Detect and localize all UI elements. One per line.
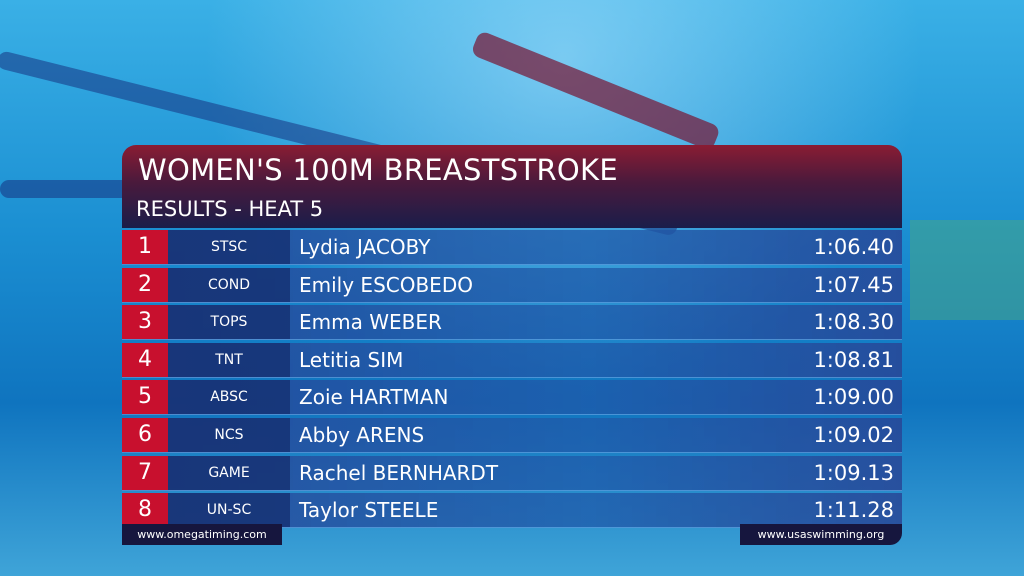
club-code: STSC (168, 230, 290, 264)
result-row: 5 ABSC Zoie HARTMAN 1:09.00 (122, 380, 902, 416)
swimmer-name: Taylor STEELE (299, 498, 439, 523)
finish-time: 1:09.00 (813, 385, 894, 410)
result-row: 7 GAME Rachel BERNHARDT 1:09.13 (122, 455, 902, 491)
swimmer-name: Zoie HARTMAN (299, 385, 449, 410)
place: 8 (122, 493, 168, 528)
finish-time: 1:09.02 (813, 422, 894, 447)
finish-time: 1:08.30 (813, 310, 894, 335)
club-code: TNT (168, 342, 290, 377)
footer-right: www.usaswimming.org (740, 524, 902, 545)
result-row: 3 TOPS Emma WEBER 1:08.30 (122, 305, 902, 341)
club-code: ABSC (168, 380, 290, 415)
club-code: NCS (168, 417, 290, 452)
club-code: GAME (168, 455, 290, 490)
club-code: COND (168, 267, 290, 302)
result-row: 2 COND Emily ESCOBEDO 1:07.45 (122, 267, 902, 303)
swimmer-name: Emma WEBER (299, 310, 442, 335)
footer-left: www.omegatiming.com (122, 524, 282, 545)
place: 7 (122, 455, 168, 490)
lane-rope (470, 30, 722, 152)
place: 6 (122, 417, 168, 452)
subtitle: RESULTS - HEAT 5 (136, 197, 324, 221)
swimmer-name: Emily ESCOBEDO (299, 272, 473, 297)
swimmer-name: Letitia SIM (299, 347, 404, 372)
place: 1 (122, 230, 168, 264)
pool-wall (910, 220, 1024, 320)
finish-time: 1:11.28 (813, 498, 894, 523)
place: 5 (122, 380, 168, 415)
finish-time: 1:08.81 (813, 347, 894, 372)
club-code: UN-SC (168, 493, 290, 528)
title: WOMEN'S 100M BREASTSTROKE (138, 153, 618, 187)
result-row: 6 NCS Abby ARENS 1:09.02 (122, 417, 902, 453)
result-row: 4 TNT Letitia SIM 1:08.81 (122, 342, 902, 378)
results-panel: WOMEN'S 100M BREASTSTROKE RESULTS - HEAT… (122, 145, 902, 531)
swimmer-name: Lydia JACOBY (299, 235, 431, 259)
finish-time: 1:09.13 (813, 460, 894, 485)
header: WOMEN'S 100M BREASTSTROKE RESULTS - HEAT… (122, 145, 902, 228)
finish-time: 1:06.40 (813, 235, 894, 259)
results-table: 1 STSC Lydia JACOBY 1:06.40 2 COND Emily ESCOB… (122, 230, 902, 529)
swimmer-name: Abby ARENS (299, 422, 425, 447)
result-row: 8 UN-SC Taylor STEELE 1:11.28 (122, 493, 902, 529)
club-code: TOPS (168, 305, 290, 340)
lane-rope (0, 180, 130, 198)
place: 4 (122, 342, 168, 377)
swimmer-name: Rachel BERNHARDT (299, 460, 499, 485)
place: 3 (122, 305, 168, 340)
result-row: 1 STSC Lydia JACOBY 1:06.40 (122, 230, 902, 265)
finish-time: 1:07.45 (813, 272, 894, 297)
place: 2 (122, 267, 168, 302)
